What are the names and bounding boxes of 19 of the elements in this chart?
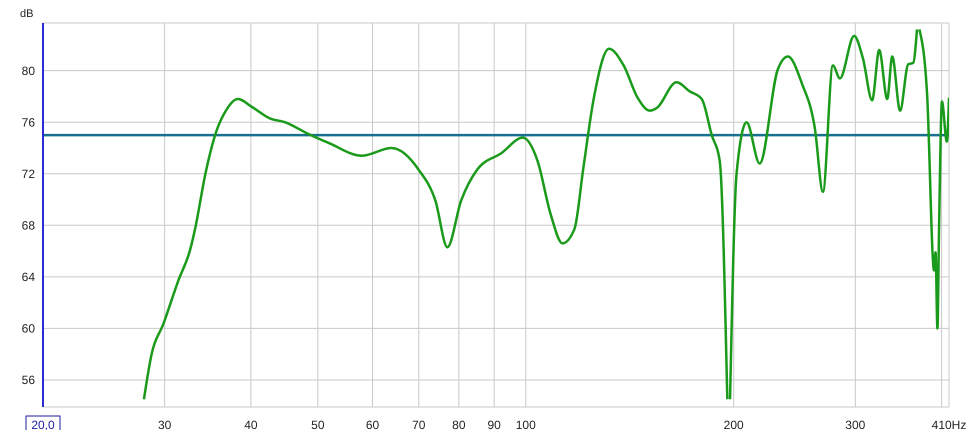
x-tick-label: 410Hz <box>932 418 966 432</box>
x-tick-label: 300 <box>845 418 866 432</box>
y-tick-label: 56 <box>22 373 36 388</box>
y-tick-label: 68 <box>22 218 36 233</box>
y-tick-label: 60 <box>22 322 36 336</box>
x-tick-label: 50 <box>311 418 325 432</box>
x-tick-label: 100 <box>516 418 536 432</box>
x-tick-label: 70 <box>412 418 426 432</box>
x-tick-label: 40 <box>244 418 258 432</box>
x-tick-label: 90 <box>487 418 502 432</box>
y-tick-label: 64 <box>22 270 36 284</box>
y-tick-label: 76 <box>22 115 36 130</box>
y-tick-label: 80 <box>22 64 36 78</box>
x-tick-label: 60 <box>366 418 380 432</box>
x-tick-label: 200 <box>724 418 744 432</box>
x-tick-label: 30 <box>158 418 172 432</box>
y-tick-label: 72 <box>22 167 36 182</box>
y-axis-title: dB <box>20 8 34 20</box>
x-tick-label: 80 <box>452 418 466 432</box>
